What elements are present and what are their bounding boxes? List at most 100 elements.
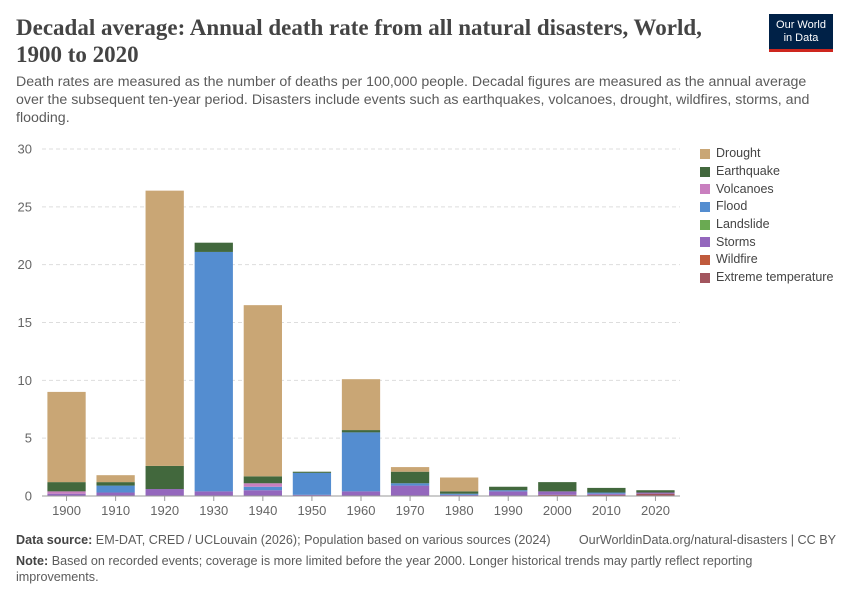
x-tick-label: 1940 [248, 503, 277, 518]
bar-segment[interactable] [489, 490, 528, 492]
bar-segment[interactable] [341, 432, 381, 492]
bar-segment[interactable] [47, 482, 86, 492]
bar-segment[interactable] [341, 430, 381, 433]
bar-segment[interactable] [587, 494, 626, 496]
legend-swatch [700, 219, 710, 230]
bar-segment[interactable] [440, 494, 479, 496]
logo-line-2: in Data [783, 32, 819, 44]
bar-segment[interactable] [390, 483, 430, 486]
x-tick-label: 2020 [641, 503, 670, 518]
bar-segment[interactable] [243, 490, 282, 496]
bar-stack-1960[interactable] [341, 379, 381, 496]
bar-segment[interactable] [538, 494, 577, 496]
legend-item[interactable]: Landslide [700, 216, 833, 234]
bar-segment[interactable] [440, 491, 479, 494]
bar-segment[interactable] [390, 471, 430, 484]
y-tick-label: 5 [25, 431, 32, 446]
bar-stack-1900[interactable] [47, 391, 86, 496]
bar-stack-1940[interactable] [243, 305, 282, 496]
bar-segment[interactable] [194, 491, 233, 496]
bar-segment[interactable] [145, 465, 184, 490]
bar-stack-1990[interactable] [489, 486, 528, 496]
legend-label: Storms [716, 234, 756, 249]
legend-item[interactable]: Earthquake [700, 163, 833, 181]
legend-item[interactable]: Flood [700, 198, 833, 216]
legend-item[interactable]: Drought [700, 145, 833, 163]
data-source-text: EM-DAT, CRED / UCLouvain (2026); Populat… [95, 533, 551, 547]
x-tick-label: 1960 [347, 503, 376, 518]
note-label: Note: [16, 554, 49, 568]
bar-segment[interactable] [243, 305, 282, 477]
data-source: Data source: EM-DAT, CRED / UCLouvain (2… [16, 532, 551, 548]
legend-label: Landslide [716, 217, 770, 232]
bar-stack-1950[interactable] [292, 471, 332, 496]
bar-segment[interactable] [243, 483, 282, 487]
legend-label: Extreme temperature [716, 270, 834, 285]
bar-stack-2010[interactable] [587, 487, 626, 496]
legend-label: Wildfire [716, 252, 758, 267]
bar-stack-1930[interactable] [194, 242, 233, 496]
bar-segment[interactable] [47, 391, 86, 483]
legend-label: Flood [716, 199, 748, 214]
bar-segment[interactable] [440, 493, 479, 495]
bar-segment[interactable] [47, 493, 86, 496]
bar-stack-1920[interactable] [145, 190, 184, 496]
bar-segment[interactable] [47, 491, 86, 494]
bar-segment[interactable] [145, 190, 184, 466]
bar-segment[interactable] [587, 487, 626, 493]
bar-segment[interactable] [96, 492, 135, 496]
bar-segment[interactable] [292, 472, 332, 495]
bar-segment[interactable] [636, 493, 675, 496]
bar-segment[interactable] [292, 494, 332, 496]
legend-item[interactable]: Extreme temperature [700, 269, 833, 287]
bar-segment[interactable] [243, 476, 282, 484]
bar-segment[interactable] [538, 482, 577, 492]
bar-segment[interactable] [243, 486, 282, 491]
bar-segment[interactable] [489, 486, 528, 491]
bar-segment[interactable] [194, 242, 233, 252]
note: Note: Based on recorded events; coverage… [16, 553, 796, 585]
bar-segment[interactable] [292, 471, 332, 473]
bar-segment[interactable] [587, 492, 626, 494]
bar-segment[interactable] [96, 475, 135, 483]
source-url[interactable]: OurWorldinData.org/natural-disasters | C… [578, 533, 836, 547]
bar-segment[interactable] [194, 251, 233, 492]
x-axis-ticks: 1900 1910 1920 1930 1940 1950 1960 1970 1980 1990… [42, 495, 680, 518]
bar-segment[interactable] [440, 477, 479, 492]
bar-segment[interactable] [636, 490, 675, 493]
bar-segment[interactable] [341, 379, 381, 431]
bar-stack-1910[interactable] [96, 475, 135, 496]
bar-segment[interactable] [636, 492, 675, 494]
bar-stack-1970[interactable] [390, 467, 430, 496]
legend-swatch [700, 254, 710, 265]
bar-segment[interactable] [96, 485, 135, 493]
bar-segment[interactable] [390, 467, 430, 472]
x-tick-label: 1980 [445, 503, 474, 518]
y-tick-label: 15 [18, 315, 32, 330]
legend-item[interactable]: Volcanoes [700, 180, 833, 198]
legend-swatch [700, 201, 710, 212]
bar-segment[interactable] [341, 491, 381, 496]
logo-accent-bar [769, 49, 833, 52]
bar-segment[interactable] [538, 491, 577, 495]
bar-segment[interactable] [145, 489, 184, 496]
bar-stack-2000[interactable] [538, 482, 577, 496]
bar-stacks [47, 190, 675, 496]
legend-swatch [700, 184, 710, 195]
logo-line-1: Our World [776, 19, 826, 31]
y-tick-label: 30 [18, 142, 32, 157]
bar-stack-1980[interactable] [440, 477, 479, 496]
x-tick-label: 2000 [543, 503, 572, 518]
chart-legend: Drought Earthquake Volcanoes Flood Landslide… [700, 145, 833, 287]
bar-segment[interactable] [489, 491, 528, 496]
bar-stack-2020[interactable] [636, 490, 675, 496]
legend-label: Earthquake [716, 164, 780, 179]
legend-item[interactable]: Storms [700, 233, 833, 251]
legend-item[interactable]: Wildfire [700, 251, 833, 269]
x-tick-label: 2010 [592, 503, 621, 518]
legend-swatch [700, 237, 710, 248]
bar-segment[interactable] [390, 485, 430, 496]
owid-logo[interactable]: Our World in Data [769, 14, 833, 52]
bar-segment[interactable] [96, 482, 135, 486]
bar-segment[interactable] [587, 493, 626, 495]
